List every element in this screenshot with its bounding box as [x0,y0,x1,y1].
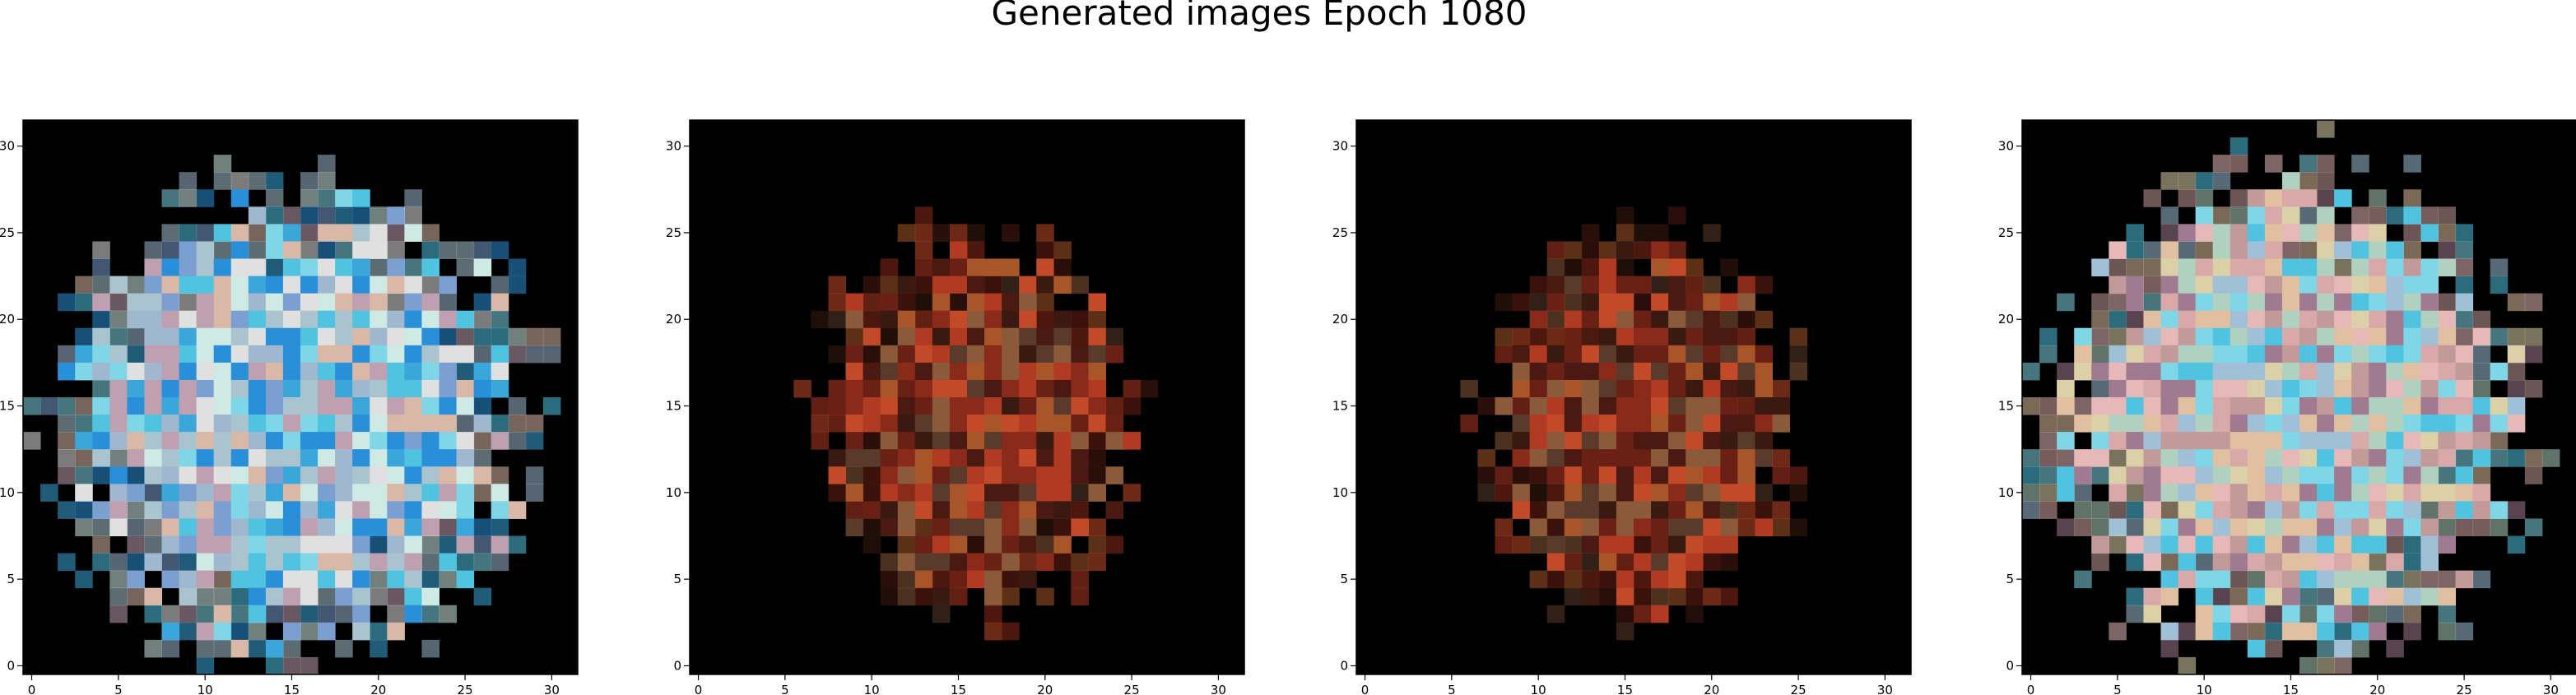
y-tick-label: 25 [1332,225,1348,240]
y-tick-label: 0 [1340,658,1348,673]
y-tick-label: 30 [0,139,15,154]
image-pixels [2022,120,2560,675]
x-tick-label: 0 [2027,683,2035,695]
x-tick-label: 30 [1211,683,1226,695]
x-tick-label: 0 [28,683,36,695]
subplot-2-generated-image: 0 5 10 15 20 25 30 0 5 10 15 20 25 30 [666,119,1245,695]
y-tick-label: 25 [666,225,681,240]
y-tick-label: 15 [666,399,681,414]
x-tick-label: 20 [370,683,386,695]
subplot-1-generated-image: 0 5 10 15 20 25 30 0 5 10 15 20 25 30 [0,119,579,695]
x-tick-label: 0 [695,683,703,695]
x-tick-label: 10 [198,683,213,695]
x-tick-label: 5 [781,683,789,695]
x-tick-label: 10 [2197,683,2212,695]
y-tick-label: 30 [1998,139,2014,154]
x-tick-label: 10 [864,683,880,695]
axes-frame [1355,119,1912,675]
x-tick-label: 25 [1124,683,1140,695]
y-tick-label: 5 [673,572,681,586]
x-tick-label: 20 [1704,683,1719,695]
x-tick-label: 15 [951,683,966,695]
x-tick-label: 25 [2457,683,2472,695]
x-tick-label: 15 [1617,683,1633,695]
y-tick-label: 10 [1998,485,2014,500]
figure-title: Generated images Epoch 1080 [991,0,1527,33]
y-tick-label: 10 [666,485,681,500]
y-tick-label: 0 [2006,658,2014,673]
y-tick-label: 0 [7,658,15,673]
y-tick-label: 20 [1332,312,1348,327]
subplot-3-generated-image: 0 5 10 15 20 25 30 0 5 10 15 20 25 30 [1332,119,1912,695]
x-tick-label: 20 [1037,683,1053,695]
y-tick-label: 15 [1332,399,1348,414]
x-tick-label: 30 [544,683,560,695]
image-pixels [793,206,1159,641]
y-tick-label: 10 [0,485,15,500]
x-tick-label: 30 [1877,683,1893,695]
y-tick-label: 5 [1340,572,1348,586]
y-tick-label: 25 [1998,225,2014,240]
x-tick-label: 5 [114,683,123,695]
axes-frame [22,119,579,675]
y-tick-label: 20 [666,312,681,327]
y-tick-label: 5 [7,572,15,586]
x-tick-label: 20 [2369,683,2385,695]
x-tick-label: 30 [2543,683,2559,695]
x-tick-label: 15 [284,683,300,695]
image-pixels [1460,206,1808,641]
y-tick-label: 15 [0,399,15,414]
y-tick-label: 0 [673,658,681,673]
x-tick-label: 5 [2113,683,2122,695]
axes-frame [2021,119,2576,675]
x-tick-label: 5 [1448,683,1456,695]
y-tick-label: 10 [1332,485,1348,500]
subplot-4-generated-image: 0 5 10 15 20 25 30 0 5 10 15 20 25 30 [1998,119,2576,695]
y-tick-label: 25 [0,225,15,240]
y-tick-label: 20 [1998,312,2014,327]
x-tick-label: 15 [2283,683,2299,695]
y-tick-label: 30 [666,139,681,154]
image-pixels [23,155,561,675]
y-tick-label: 20 [0,312,15,327]
x-tick-label: 0 [1361,683,1369,695]
y-tick-label: 5 [2006,572,2014,586]
y-tick-label: 15 [1998,399,2014,414]
x-tick-label: 25 [1791,683,1806,695]
y-tick-label: 30 [1332,139,1348,154]
x-tick-label: 10 [1531,683,1546,695]
x-tick-label: 25 [458,683,473,695]
axes-frame [689,119,1245,675]
